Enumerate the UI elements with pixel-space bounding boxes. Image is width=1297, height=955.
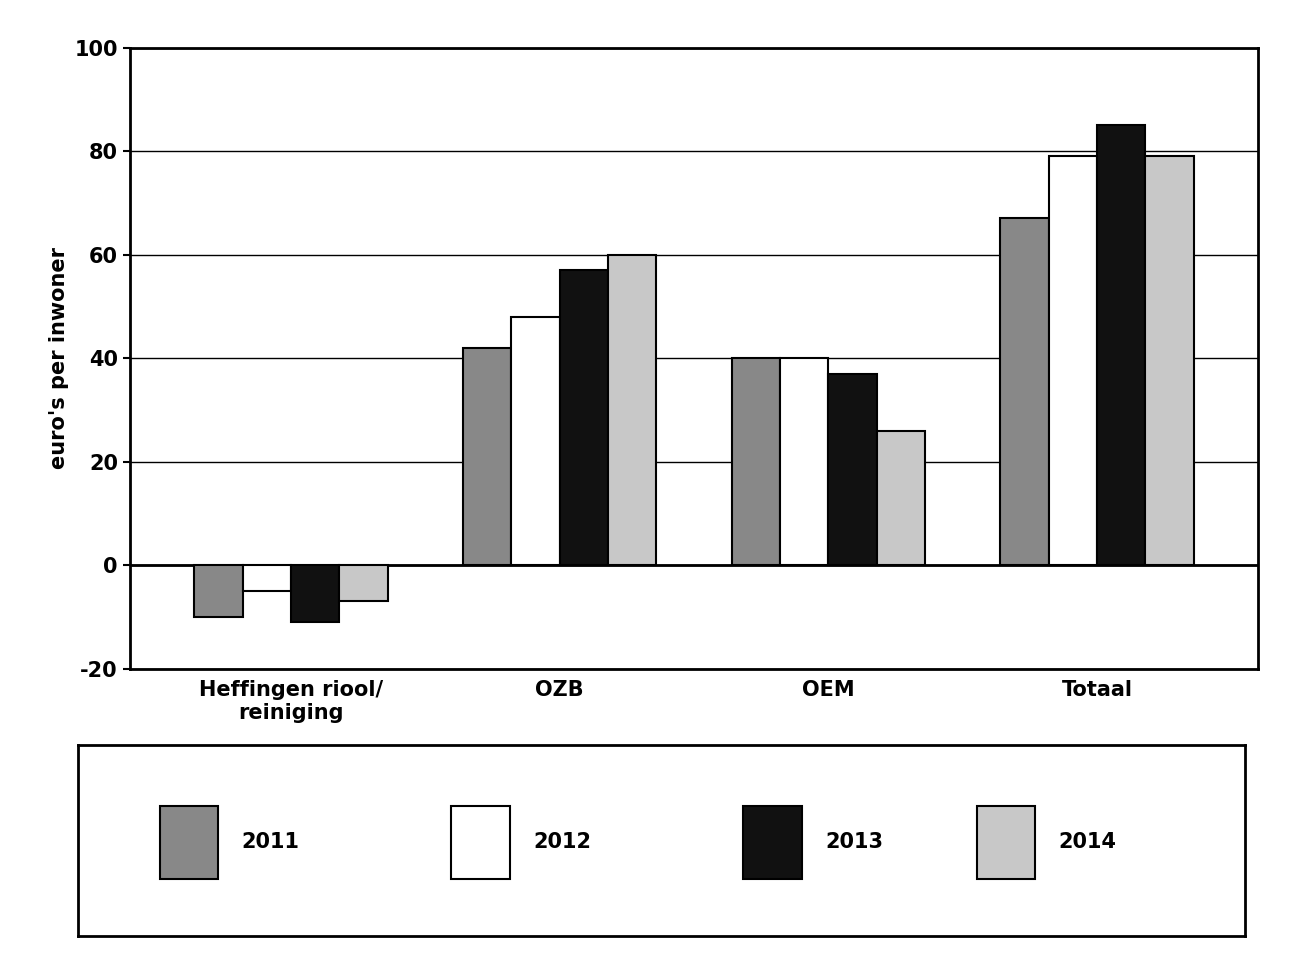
- Bar: [243, 565, 291, 591]
- Bar: [743, 806, 802, 879]
- Text: 2011: 2011: [241, 833, 300, 852]
- Bar: [1000, 219, 1048, 565]
- Text: 2014: 2014: [1058, 833, 1117, 852]
- Text: 2013: 2013: [825, 833, 883, 852]
- Bar: [160, 806, 218, 879]
- Bar: [977, 806, 1035, 879]
- Bar: [195, 565, 243, 617]
- Bar: [1048, 157, 1097, 565]
- Bar: [1145, 157, 1193, 565]
- Bar: [511, 317, 559, 565]
- Bar: [291, 565, 340, 622]
- Text: 2012: 2012: [533, 833, 591, 852]
- Bar: [608, 255, 656, 565]
- Bar: [340, 565, 388, 602]
- Bar: [732, 358, 779, 565]
- Bar: [559, 270, 608, 565]
- Bar: [877, 431, 925, 565]
- Bar: [829, 373, 877, 565]
- Bar: [451, 806, 510, 879]
- Bar: [1097, 125, 1145, 565]
- Bar: [463, 348, 511, 565]
- Bar: [779, 358, 829, 565]
- Y-axis label: euro's per inwoner: euro's per inwoner: [49, 247, 69, 469]
